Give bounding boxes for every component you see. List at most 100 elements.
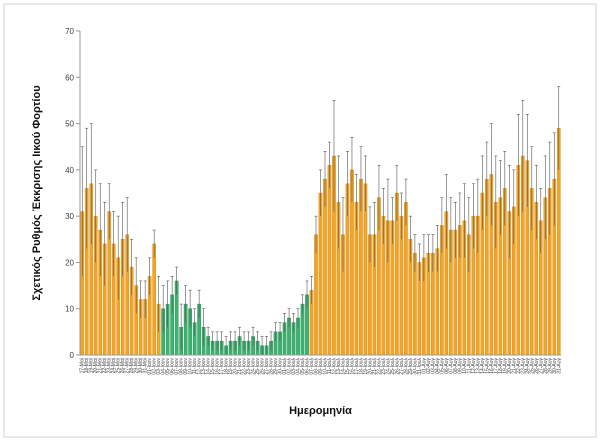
error-bars [80, 86, 561, 355]
x-tick-label: 22-Μαϊ [102, 357, 108, 373]
x-tick-label: 30-Μαϊ [138, 357, 144, 373]
x-tick-label: 18-Ιουν [224, 358, 230, 375]
x-tick-label: 29-Ιουλ [408, 358, 414, 375]
x-tick-label: 20-Ιουλ [367, 358, 373, 375]
x-tick-label: 23-Ιουν [246, 358, 252, 375]
x-tick-label: 21-Ιουν [237, 358, 243, 375]
x-tick-label: 19-Ιουλ [363, 358, 369, 375]
x-tick-label: 01-Ιουν [147, 358, 153, 375]
x-tick-label: 31-Μαϊ [143, 357, 149, 373]
x-tick-label: 21-Μαϊ [98, 357, 104, 373]
x-tick-label: 27-Ιουλ [399, 358, 405, 375]
x-tick-label: 28-Ιουν [269, 358, 275, 375]
x-tick-label: 29-Αυγ [547, 358, 553, 374]
x-tick-label: 20-Ιουν [233, 358, 239, 375]
x-tick-label: 28-Αυγ [543, 358, 549, 374]
x-tick-label: 02-Αυγ [426, 358, 432, 374]
y-tick-label: 20 [65, 258, 74, 267]
x-tick-label: 29-Ιουν [273, 358, 279, 375]
x-tick-label: 24-Μαϊ [111, 357, 117, 373]
x-tick-label: 18-Αυγ [498, 358, 504, 374]
x-tick-label: 26-Ιουλ [394, 358, 400, 375]
x-tick-label: 19-Ιουν [228, 358, 234, 375]
x-tick-label: 09-Ιουν [183, 358, 189, 375]
x-tick-label: 25-Ιουλ [390, 358, 396, 375]
x-tick-label: 15-Αυγ [484, 358, 490, 374]
x-tick-label: 20-Μαϊ [93, 357, 99, 373]
x-tick-label: 07-Ιουλ [309, 358, 315, 375]
x-tick-label: 11-Αυγ [466, 358, 472, 374]
x-tick-label: 24-Ιουλ [385, 358, 391, 375]
x-tick-label: 18-Μαϊ [84, 357, 90, 373]
x-tick-label: 06-Ιουλ [305, 358, 311, 375]
x-tick-label: 25-Μαϊ [116, 357, 122, 373]
bar [327, 165, 332, 356]
x-tick-label: 15-Ιουν [210, 358, 216, 375]
x-tick-label: 21-Ιουλ [372, 358, 378, 375]
x-axis-ticks: 17-Μαϊ18-Μαϊ19-Μαϊ20-Μαϊ21-Μαϊ22-Μαϊ23-Μ… [80, 357, 563, 375]
x-tick-label: 13-Αυγ [475, 358, 481, 374]
x-tick-label: 06-Αυγ [444, 358, 450, 374]
x-tick-label: 17-Αυγ [493, 358, 499, 374]
x-tick-label: 12-Ιουλ [331, 358, 337, 375]
x-tick-label: 16-Αυγ [489, 358, 495, 374]
x-tick-label: 23-Ιουλ [381, 358, 387, 375]
x-tick-label: 07-Ιουν [174, 358, 180, 375]
x-tick-label: 17-Μαϊ [80, 357, 86, 373]
x-tick-label: 31-Ιουλ [417, 358, 423, 375]
x-tick-label: 19-Μαϊ [89, 357, 95, 373]
y-tick-label: 50 [65, 120, 74, 129]
x-tick-label: 10-Ιουλ [322, 358, 328, 375]
x-tick-label: 16-Ιουλ [349, 358, 355, 375]
x-tick-label: 08-Αυγ [453, 358, 459, 374]
x-tick-label: 14-Ιουλ [340, 358, 346, 375]
x-tick-label: 19-Αυγ [502, 358, 508, 374]
x-tick-label: 16-Ιουν [215, 358, 221, 375]
bar [318, 192, 323, 356]
x-tick-label: 22-Αυγ [516, 358, 522, 374]
bar [152, 243, 156, 356]
x-tick-label: 04-Ιουν [161, 358, 167, 375]
x-tick-label: 07-Αυγ [448, 358, 454, 374]
x-tick-label: 12-Ιουν [197, 358, 203, 375]
x-tick-label: 02-Ιουν [152, 358, 158, 375]
x-tick-label: 03-Ιουλ [291, 358, 297, 375]
x-tick-label: 01-Αυγ [421, 358, 427, 374]
x-tick-label: 06-Ιουν [170, 358, 176, 375]
x-tick-label: 23-Αυγ [520, 358, 526, 374]
x-tick-label: 08-Ιουν [179, 358, 185, 375]
x-tick-label: 10-Ιουν [188, 358, 194, 375]
x-tick-label: 17-Ιουν [219, 358, 225, 375]
y-axis-ticks: 0 10 20 30 40 50 60 70 [65, 27, 80, 360]
y-axis-title: Σχετικός Ρυθμός Έκκρισης Ιικού Φορτίου [31, 85, 43, 300]
x-tick-label: 30-Αυγ [552, 358, 558, 374]
x-tick-label: 30-Ιουν [278, 358, 284, 375]
x-tick-label: 26-Αυγ [534, 358, 540, 374]
x-tick-label: 23-Μαϊ [107, 357, 113, 373]
x-tick-label: 09-Αυγ [457, 358, 463, 374]
x-tick-label: 11-Ιουν [192, 358, 198, 375]
x-tick-label: 26-Μαϊ [120, 357, 126, 373]
x-tick-label: 10-Αυγ [462, 358, 468, 374]
x-tick-label: 30-Ιουλ [412, 358, 418, 375]
x-tick-label: 03-Ιουν [156, 358, 162, 375]
x-tick-label: 27-Αυγ [538, 358, 544, 374]
y-tick-label: 70 [65, 27, 74, 36]
y-tick-label: 60 [65, 73, 74, 82]
x-tick-label: 03-Αυγ [430, 358, 436, 374]
x-tick-label: 25-Ιουν [255, 358, 261, 375]
x-tick-label: 22-Ιουλ [376, 358, 382, 375]
x-tick-label: 17-Ιουλ [354, 358, 360, 375]
x-tick-label: 13-Ιουλ [336, 358, 342, 375]
x-axis-title: Ημερομηνία [289, 405, 352, 417]
x-tick-label: 20-Αυγ [507, 358, 513, 374]
y-tick-label: 40 [65, 166, 74, 175]
y-tick-label: 30 [65, 212, 74, 221]
x-tick-label: 05-Ιουν [165, 358, 171, 375]
x-tick-label: 01-Ιουλ [282, 358, 288, 375]
x-tick-label: 13-Ιουν [201, 358, 207, 375]
x-tick-label: 14-Ιουν [206, 358, 212, 375]
x-tick-label: 24-Ιουν [251, 358, 257, 375]
